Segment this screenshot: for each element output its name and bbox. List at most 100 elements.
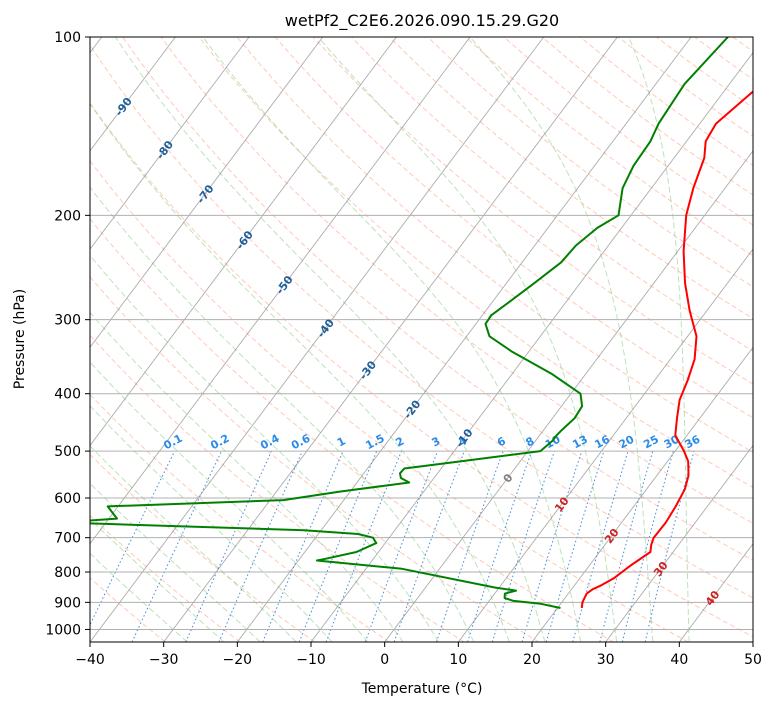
isotherm-label: 10 bbox=[552, 494, 572, 514]
plot-frame bbox=[89, 36, 754, 643]
mixing-ratio-line bbox=[364, 450, 439, 642]
mixing-ratio-line bbox=[435, 450, 504, 642]
y-axis-label: Pressure (hPa) bbox=[12, 289, 28, 389]
moist-adiabat bbox=[469, 37, 654, 642]
mixing-ratio-line bbox=[185, 450, 272, 642]
y-tick-label: 400 bbox=[54, 387, 81, 403]
isotherm-line bbox=[236, 37, 692, 642]
isotherm-label: -80 bbox=[154, 138, 177, 162]
isotherm-label: 20 bbox=[602, 526, 622, 546]
mixing-ratio-label: 2 bbox=[393, 434, 406, 449]
x-tick-label: −30 bbox=[149, 652, 179, 668]
moist-adiabat bbox=[90, 361, 369, 642]
moist-adiabat bbox=[90, 254, 439, 642]
y-tick-label: 200 bbox=[54, 208, 81, 224]
x-tick-label: −20 bbox=[223, 652, 253, 668]
moist-adiabats bbox=[90, 37, 690, 642]
isotherm-line bbox=[90, 37, 471, 545]
mixing-ratio-label: 16 bbox=[592, 433, 612, 452]
mixing-ratio-line bbox=[545, 450, 605, 642]
isotherm-line bbox=[310, 51, 753, 642]
dry-adiabat bbox=[579, 37, 753, 166]
isotherm-label: 0 bbox=[501, 471, 516, 485]
mixing-ratio-line bbox=[90, 450, 176, 626]
moist-adiabat bbox=[90, 186, 475, 642]
x-axis-label: Temperature (°C) bbox=[361, 681, 483, 697]
mixing-ratio-label: 36 bbox=[683, 433, 703, 452]
isotherm-line bbox=[163, 37, 618, 642]
mixing-ratio-line bbox=[572, 450, 629, 642]
y-tick-label: 100 bbox=[54, 30, 81, 46]
dry-adiabat bbox=[90, 334, 465, 642]
x-tick-label: 10 bbox=[449, 652, 467, 668]
moist-adiabat bbox=[202, 37, 582, 642]
dry-adiabat bbox=[90, 160, 689, 642]
isotherm-label: 40 bbox=[703, 588, 723, 608]
dry-adiabat bbox=[312, 37, 753, 385]
dry-adiabat bbox=[160, 37, 753, 524]
mixing-ratio-line bbox=[491, 450, 555, 642]
dry-adiabat bbox=[90, 393, 390, 642]
dry-adiabat bbox=[90, 44, 753, 599]
moist-adiabat bbox=[90, 482, 261, 642]
y-tick-label: 300 bbox=[54, 313, 81, 329]
x-tick-label: 40 bbox=[670, 652, 688, 668]
dry-adiabat bbox=[351, 37, 753, 352]
x-tick-label: −40 bbox=[75, 652, 105, 668]
isotherm-label: -90 bbox=[113, 95, 136, 119]
dry-adiabat bbox=[427, 37, 753, 288]
isotherm-label: -60 bbox=[234, 228, 257, 252]
mixing-ratio-label: 0.1 bbox=[161, 432, 184, 453]
mixing-ratio-line bbox=[325, 450, 402, 642]
mixing-ratio-label: 6 bbox=[495, 434, 508, 449]
isotherm-label: -20 bbox=[401, 397, 424, 421]
moist-adiabat bbox=[90, 311, 404, 642]
y-tick-label: 800 bbox=[54, 565, 81, 581]
isotherm-line bbox=[384, 150, 753, 642]
dry-adiabat bbox=[465, 37, 753, 257]
mixing-ratio-lines bbox=[90, 450, 695, 642]
moist-adiabat bbox=[317, 37, 618, 642]
moist-adiabat bbox=[90, 552, 188, 642]
mixing-ratio-label: 0.6 bbox=[289, 432, 313, 453]
y-axis-ticks: 100 200 300 400 500 600 700 800 900 1000 bbox=[45, 30, 90, 638]
isotherm-label: -70 bbox=[194, 182, 217, 206]
x-tick-label: 0 bbox=[380, 652, 389, 668]
y-tick-label: 700 bbox=[54, 531, 81, 547]
dewpoint-line bbox=[90, 37, 729, 609]
dry-adiabat bbox=[90, 514, 241, 642]
moist-adiabat bbox=[115, 37, 546, 642]
dry-adiabat bbox=[732, 37, 753, 53]
pressure-gridlines bbox=[90, 37, 753, 630]
mixing-ratio-line bbox=[521, 450, 583, 642]
mixing-ratio-label: 20 bbox=[617, 433, 637, 452]
isotherm-line bbox=[90, 37, 176, 152]
moist-adiabat bbox=[90, 445, 297, 642]
moist-adiabat bbox=[90, 518, 225, 642]
dry-adiabat bbox=[389, 37, 753, 320]
mixing-ratio-label: 25 bbox=[641, 433, 661, 452]
x-tick-label: 20 bbox=[523, 652, 541, 668]
y-tick-label: 500 bbox=[54, 444, 81, 460]
sounding-lines bbox=[90, 37, 753, 609]
mixing-ratio-label: 10 bbox=[543, 433, 563, 452]
isotherm-label: 30 bbox=[651, 559, 671, 579]
isotherm-line bbox=[605, 444, 753, 642]
mixing-ratio-label: 1 bbox=[335, 434, 348, 449]
dry-adiabat bbox=[198, 37, 753, 488]
isotherm-line bbox=[90, 37, 250, 250]
mixing-ratio-line bbox=[298, 450, 378, 642]
isotherm-line bbox=[752, 641, 753, 642]
dry-adiabat bbox=[122, 37, 753, 561]
x-tick-label: −10 bbox=[296, 652, 326, 668]
moist-adiabat bbox=[628, 37, 690, 642]
mixing-ratio-label: 1.5 bbox=[363, 432, 386, 453]
mixing-ratio-labels: 0.1 0.2 0.4 0.6 1 1.5 2 3 4 6 8 10 13 16 20 25 30 36 bbox=[161, 432, 702, 453]
isotherm-label: -50 bbox=[273, 273, 296, 297]
isotherm-label: -10 bbox=[453, 426, 476, 450]
isotherm-line bbox=[678, 543, 753, 642]
mixing-ratio-line bbox=[599, 450, 654, 642]
y-tick-label: 900 bbox=[54, 595, 81, 611]
isotherm-label: -30 bbox=[357, 358, 380, 382]
